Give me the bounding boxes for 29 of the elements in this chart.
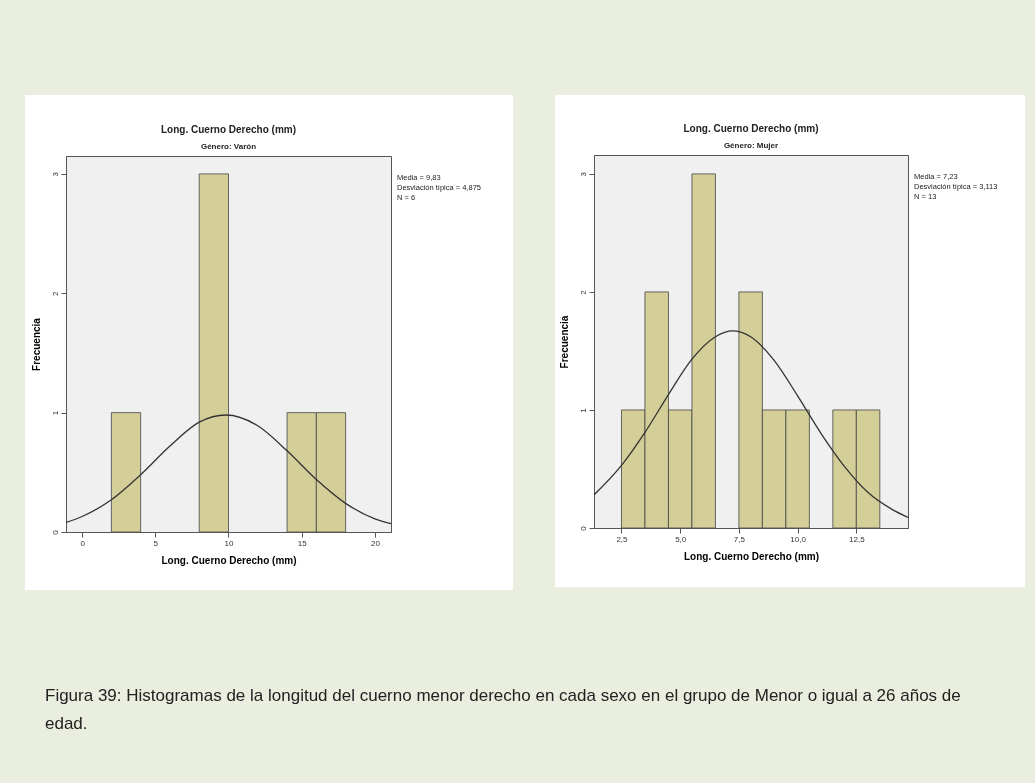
y-tick-label: 3	[50, 171, 60, 177]
y-tick-label: 3	[578, 171, 588, 177]
x-tick-label: 7,5	[733, 534, 746, 544]
y-axis-title: Frecuencia	[30, 317, 42, 371]
y-tick-label: 2	[50, 291, 60, 296]
chart-title: Long. Cuerno Derecho (mm)	[160, 124, 297, 135]
x-tick-label: 2,5	[616, 534, 629, 544]
x-tick-label: 10	[224, 538, 234, 548]
chart-subtitle: Género: Mujer	[723, 141, 779, 150]
line-series	[66, 414, 391, 525]
x-axis-title: Long. Cuerno Derecho (mm)	[683, 550, 820, 562]
y-tick-label: 1	[578, 407, 588, 413]
x-tick-label: 20	[370, 538, 381, 548]
y-tick-label: 0	[578, 525, 588, 531]
x-tick-label: 0	[80, 538, 86, 548]
text: Figura 39: Histogramas de la longitud del cuerno menor derecho en cada sexo en el grupo de Menor o igual a 26 años de edad.	[45, 685, 962, 735]
chart-subtitle: Género: Varón	[200, 142, 257, 151]
x-tick-label: 5	[153, 538, 159, 548]
y-axis-title: Frecuencia	[558, 315, 570, 369]
x-tick-label: 15	[297, 538, 308, 548]
x-tick-label: 5,0	[675, 534, 687, 544]
y-tick-label: 1	[50, 410, 60, 416]
y-tick-label: 2	[578, 289, 588, 295]
x-axis-title: Long. Cuerno Derecho (mm)	[161, 554, 297, 566]
chart-title: Long. Cuerno Derecho (mm)	[683, 123, 819, 134]
x-tick-label: 12,5	[849, 534, 866, 544]
line-series	[594, 330, 908, 519]
y-tick-label: 0	[50, 529, 60, 535]
x-tick-label: 10,0	[790, 534, 807, 544]
